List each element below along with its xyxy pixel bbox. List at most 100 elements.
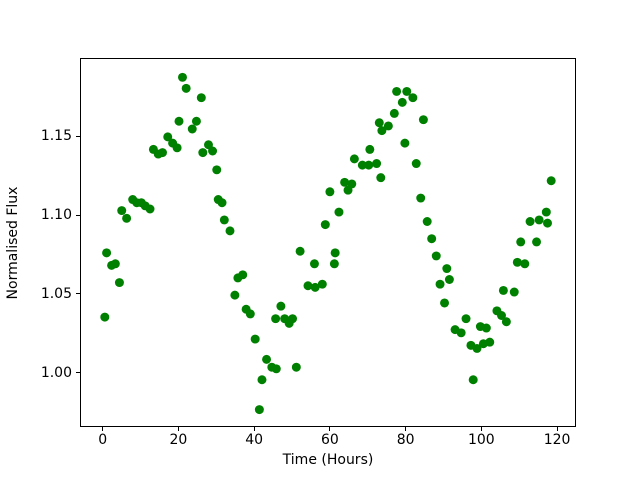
data-point: [163, 132, 173, 142]
data-point: [250, 334, 260, 344]
x-tick-label: 0: [98, 432, 108, 448]
data-point: [365, 144, 375, 154]
data-point: [456, 328, 466, 338]
data-point: [546, 176, 556, 186]
x-tick: [480, 427, 482, 431]
data-point: [245, 309, 255, 319]
data-point: [329, 259, 339, 269]
data-point: [444, 275, 454, 284]
data-point: [357, 160, 367, 170]
data-point: [217, 198, 227, 208]
y-tick-label: 1.00: [40, 364, 72, 381]
data-point: [431, 251, 441, 261]
y-tick: [76, 372, 80, 374]
data-point: [230, 290, 240, 300]
data-point: [212, 165, 222, 175]
data-point: [291, 362, 301, 372]
data-point: [408, 93, 418, 103]
data-point: [271, 314, 281, 324]
data-point: [541, 207, 551, 217]
y-axis-label: Normalised Flux: [5, 186, 21, 300]
data-point: [427, 234, 437, 244]
data-point: [310, 282, 320, 292]
data-point: [334, 207, 344, 217]
data-point: [303, 281, 313, 291]
x-tick: [405, 427, 407, 431]
data-point: [198, 148, 208, 158]
x-tick-label: 20: [169, 432, 188, 448]
data-point: [411, 159, 421, 169]
data-point: [501, 317, 511, 327]
data-point: [422, 217, 432, 226]
data-point: [174, 116, 184, 126]
data-point: [122, 213, 132, 223]
data-point: [225, 226, 235, 236]
data-point: [157, 148, 167, 158]
x-tick-label: 40: [245, 432, 264, 448]
data-point: [257, 375, 267, 385]
data-point: [392, 86, 402, 96]
y-tick: [76, 293, 80, 295]
data-point: [114, 278, 124, 288]
data-point: [520, 259, 530, 269]
x-tick: [253, 427, 255, 431]
y-tick: [76, 135, 80, 137]
data-point: [349, 154, 359, 164]
data-point: [238, 270, 248, 280]
data-point: [271, 364, 281, 374]
x-tick: [177, 427, 179, 431]
data-point: [330, 248, 340, 258]
data-point: [440, 298, 450, 308]
data-point: [377, 126, 387, 136]
data-point: [468, 375, 478, 385]
data-point: [497, 311, 506, 320]
x-tick: [102, 427, 104, 431]
data-point: [317, 279, 327, 289]
x-axis-label: Time (Hours): [282, 452, 374, 468]
data-point: [516, 237, 526, 247]
data-point: [532, 237, 542, 247]
plot-area: [80, 58, 576, 427]
data-point: [400, 138, 410, 148]
data-point: [262, 354, 272, 364]
y-tick: [76, 214, 80, 216]
data-point: [196, 93, 206, 103]
data-point: [309, 259, 319, 269]
data-point: [187, 124, 197, 134]
data-point: [320, 220, 330, 230]
data-point: [442, 264, 452, 274]
data-point: [208, 146, 218, 156]
data-point: [416, 193, 426, 203]
data-point: [509, 287, 519, 297]
scatter-points: [100, 72, 556, 415]
x-tick: [329, 427, 331, 431]
data-point: [117, 206, 127, 216]
data-point: [376, 173, 386, 183]
data-point: [461, 314, 471, 324]
data-point: [389, 108, 399, 118]
data-point: [288, 314, 298, 324]
data-point: [172, 143, 182, 153]
data-point: [485, 337, 495, 347]
data-point: [472, 343, 482, 353]
y-tick-label: 1.05: [40, 285, 72, 302]
data-point: [219, 215, 229, 225]
data-point: [498, 285, 508, 295]
data-point: [110, 259, 120, 269]
x-tick-label: 60: [320, 432, 339, 448]
data-point: [383, 121, 393, 131]
data-point: [295, 246, 305, 256]
x-tick-label: 100: [467, 432, 495, 448]
data-point: [178, 72, 187, 82]
data-point: [534, 215, 544, 225]
x-tick-label: 80: [396, 432, 415, 448]
data-point: [340, 177, 350, 187]
data-point: [347, 179, 357, 189]
data-point: [481, 323, 491, 333]
data-point: [325, 187, 335, 197]
data-point: [100, 312, 110, 322]
y-tick-label: 1.10: [40, 207, 72, 224]
data-point: [435, 279, 445, 289]
y-tick-label: 1.15: [40, 128, 72, 145]
